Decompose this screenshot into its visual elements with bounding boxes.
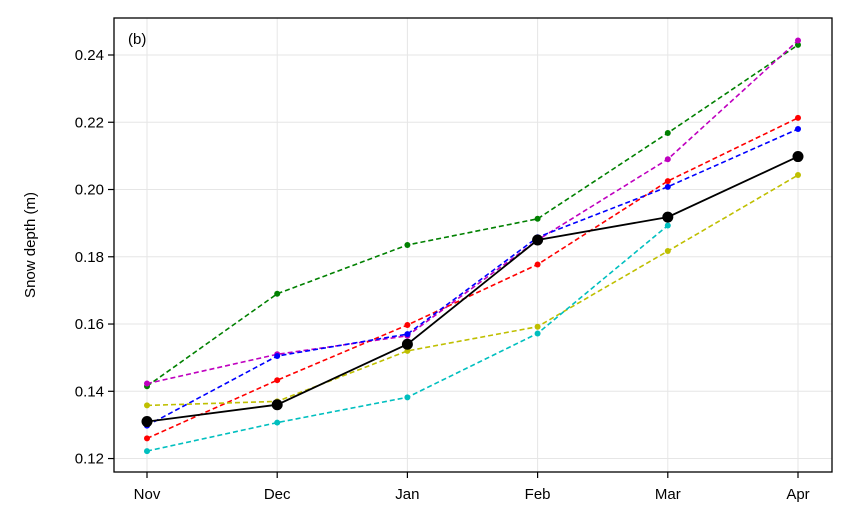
x-tick-label: Apr (786, 486, 809, 503)
data-point-mean (662, 211, 674, 223)
series-line-olive (146, 174, 799, 407)
y-tick-label: 0.18 (75, 249, 104, 266)
data-point-green (534, 215, 541, 222)
axis-ticks: Nov Dec Jan Feb Mar Apr 0.12 0.14 0.16 0.18 0.20 0.… (75, 47, 810, 503)
data-point-olive (795, 172, 801, 179)
data-point-magenta (795, 37, 801, 44)
data-point-red (274, 377, 281, 384)
series-line-magenta (146, 39, 799, 385)
y-tick-label: 0.24 (75, 47, 104, 64)
data-point-red (534, 261, 541, 268)
y-tick-label: 0.14 (75, 383, 104, 400)
x-tick-label: Jan (395, 486, 419, 503)
series-line-blue (146, 128, 799, 427)
x-tick-label: Nov (134, 486, 161, 503)
series-red (144, 114, 801, 442)
data-point-red (664, 178, 671, 185)
data-point-green (795, 41, 801, 48)
series-line-green (146, 44, 799, 387)
data-point-cyan (274, 419, 281, 426)
y-tick-label: 0.16 (75, 316, 104, 333)
series-magenta (144, 37, 801, 387)
data-point-mean (141, 416, 153, 428)
y-tick-label: 0.12 (75, 451, 104, 468)
x-tick-label: Feb (525, 486, 551, 503)
data-point-red (404, 322, 411, 329)
data-point-olive (664, 248, 671, 255)
y-tick-label: 0.22 (75, 114, 104, 131)
data-point-cyan (404, 394, 411, 401)
series-line-mean (146, 155, 799, 423)
data-point-blue (404, 331, 411, 338)
series-olive (144, 172, 801, 409)
data-point-mean (271, 399, 283, 411)
series-green (144, 41, 801, 390)
data-point-red (795, 114, 801, 121)
data-point-olive (144, 402, 150, 409)
data-point-magenta (664, 156, 671, 163)
x-tick-label: Mar (655, 486, 681, 503)
data-point-mean (792, 151, 804, 163)
data-point-magenta (144, 380, 150, 387)
series-layer (141, 37, 804, 455)
data-point-mean (532, 234, 544, 246)
data-point-blue (664, 183, 671, 190)
data-point-green (404, 242, 411, 248)
panel-label: (b) (128, 31, 146, 48)
data-point-cyan (534, 330, 541, 337)
data-point-cyan (664, 222, 671, 229)
x-tick-label: Dec (264, 486, 291, 503)
plot-frame (113, 17, 833, 473)
series-mean (141, 151, 804, 428)
data-point-olive (534, 323, 541, 330)
series-blue (144, 125, 801, 429)
data-point-red (144, 435, 150, 442)
y-axis-label: Snow depth (m) (22, 192, 39, 298)
y-tick-label: 0.20 (75, 182, 104, 199)
data-point-green (274, 290, 281, 297)
series-cyan (144, 222, 671, 455)
data-point-blue (274, 352, 281, 359)
data-point-green (664, 130, 671, 137)
series-line-red (146, 117, 799, 440)
data-point-cyan (144, 448, 150, 455)
data-point-blue (795, 125, 801, 132)
data-point-mean (401, 338, 413, 350)
grid (114, 18, 832, 472)
